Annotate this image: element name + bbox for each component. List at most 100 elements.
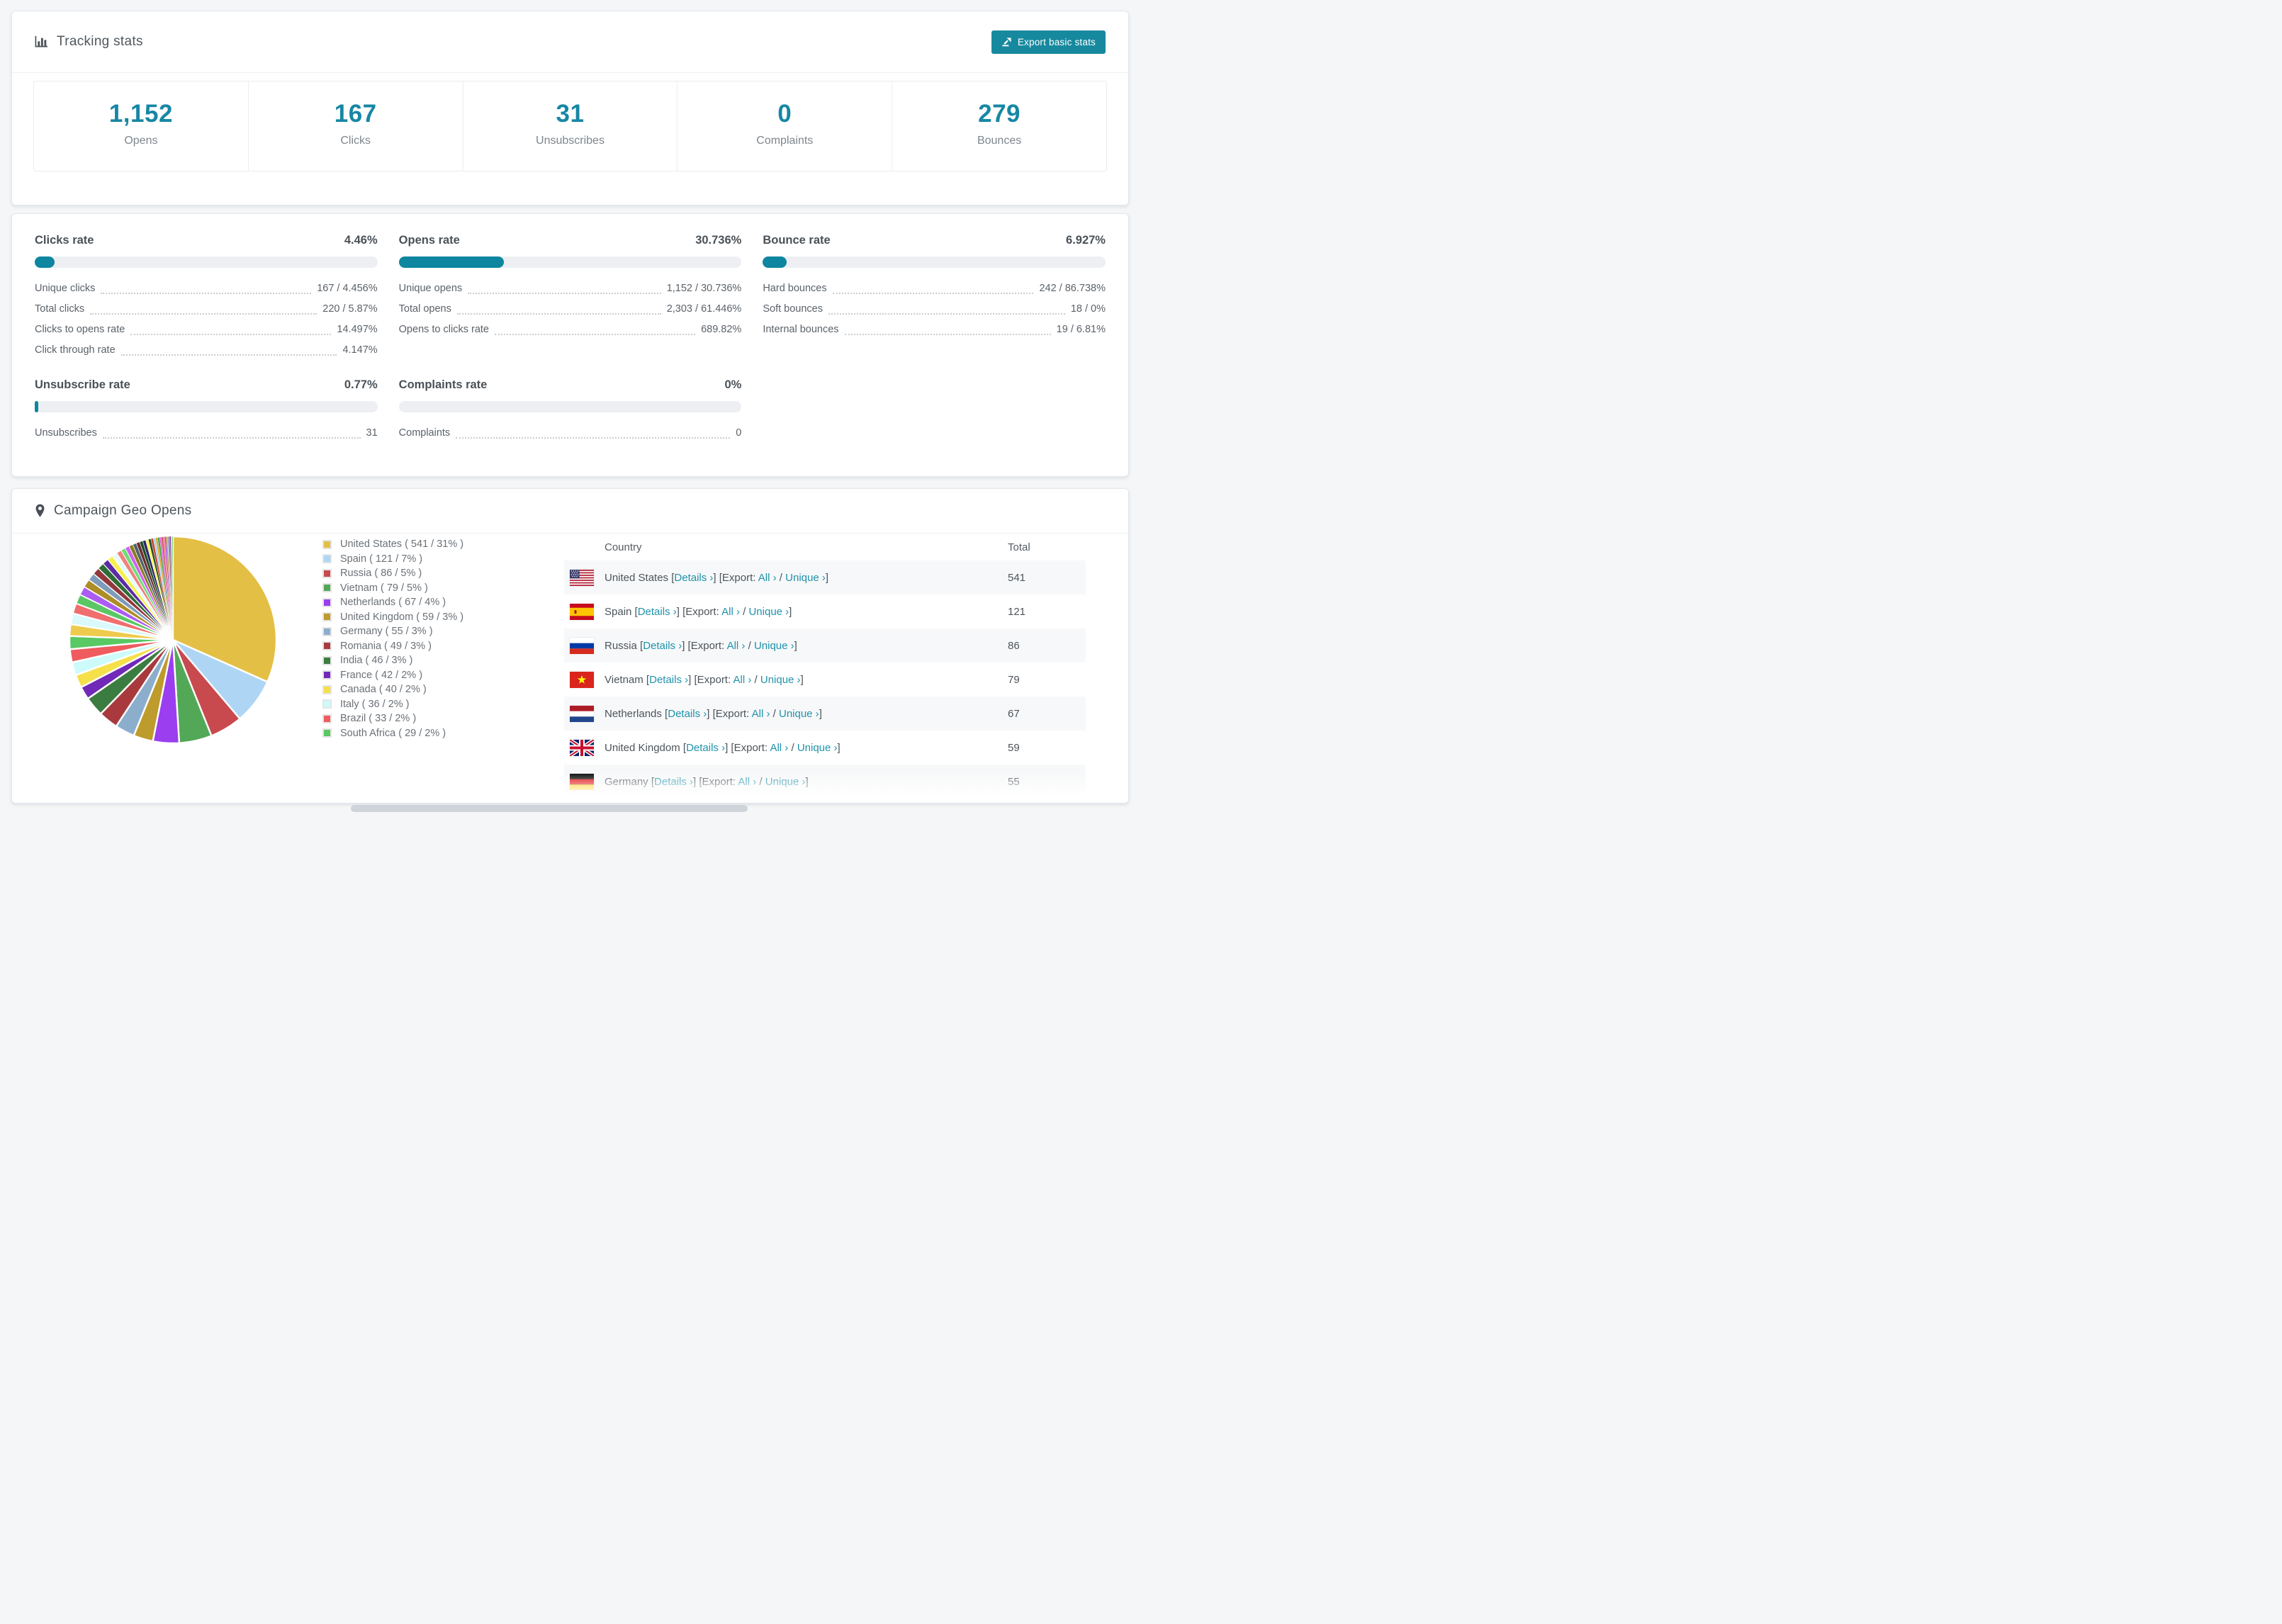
export-unique-link[interactable]: Unique › — [753, 639, 794, 652]
rate-block-complaints-rate: Complaints rate 0% Complaints 0 — [398, 378, 742, 443]
detail-label: Clicks to opens rate — [35, 323, 125, 335]
bracket-text: / — [745, 639, 754, 652]
detail-row: Click through rate 4.147% — [35, 339, 378, 360]
vn-flag-icon — [570, 671, 594, 688]
detail-row: Total opens 2,303 / 61.446% — [399, 298, 742, 319]
export-all-link[interactable]: All › — [726, 639, 746, 652]
table-row-gb: United Kingdom [Details ›] [Export: All … — [564, 731, 1086, 765]
rate-detail-rows: Complaints 0 — [398, 422, 741, 443]
table-row-es: Spain [Details ›] [Export: All › / Uniqu… — [564, 594, 1086, 628]
detail-row: Clicks to opens rate 14.497% — [35, 319, 378, 339]
horizontal-scrollbar-thumb[interactable] — [351, 805, 748, 812]
rate-block-head: Unsubscribe rate 0.77% — [35, 378, 378, 392]
rate-block-opens-rate: Opens rate 30.736% Unique opens 1,152 / 30.… — [398, 234, 742, 360]
bracket-text: [ — [636, 639, 643, 652]
legend-item: Romania ( 49 / 3% ) — [322, 639, 463, 654]
legend-label: Vietnam ( 79 / 5% ) — [340, 582, 428, 594]
bracket-text: ] [Export: — [676, 605, 722, 618]
country-name: Netherlands — [605, 707, 662, 720]
rate-progress-bar — [763, 256, 1106, 268]
details-link[interactable]: Details › — [668, 707, 707, 720]
stat-label: Complaints — [756, 135, 814, 147]
legend-swatch — [322, 626, 332, 636]
rate-progress-fill — [763, 256, 787, 268]
detail-label: Complaints — [398, 427, 451, 439]
export-unique-link[interactable]: Unique › — [778, 707, 819, 720]
detail-row: Internal bounces 19 / 6.81% — [763, 319, 1106, 339]
rate-progress-bar — [35, 256, 378, 268]
details-link[interactable]: Details › — [686, 741, 726, 754]
detail-value: 14.497% — [337, 323, 378, 335]
stat-value: 279 — [978, 100, 1021, 128]
legend-item: France ( 42 / 2% ) — [322, 668, 463, 683]
country-cell: United States [Details ›] [Export: All ›… — [605, 572, 1008, 584]
details-link[interactable]: Details › — [654, 775, 694, 788]
export-button-label: Export basic stats — [1017, 36, 1096, 47]
rate-block-head: Opens rate 30.736% — [399, 234, 742, 247]
details-link[interactable]: Details › — [637, 605, 677, 618]
export-unique-link[interactable]: Unique › — [785, 571, 826, 584]
detail-label: Internal bounces — [763, 323, 839, 335]
rate-progress-bar — [398, 401, 742, 412]
map-pin-icon — [35, 504, 45, 518]
legend-label: United Kingdom ( 59 / 3% ) — [340, 611, 464, 623]
country-name: Vietnam — [605, 673, 643, 686]
bracket-text: [ — [661, 707, 668, 720]
details-link[interactable]: Details › — [643, 639, 682, 652]
stat-value: 1,152 — [108, 100, 173, 128]
details-link[interactable]: Details › — [649, 673, 689, 686]
dotted-leader — [102, 437, 361, 439]
bracket-text: ] — [789, 605, 792, 618]
rate-detail-rows: Unique opens 1,152 / 30.736% Total opens 2,… — [399, 278, 742, 339]
rate-progress-bar — [35, 401, 378, 412]
rate-block-bounce-rate: Bounce rate 6.927% Hard bounces 242 / 86.73… — [763, 234, 1106, 360]
pie-slice — [172, 535, 278, 683]
legend-swatch — [322, 597, 332, 607]
details-link[interactable]: Details › — [674, 571, 714, 584]
rate-block-unsubscribe-rate: Unsubscribe rate 0.77% Unsubscribes 31 — [35, 378, 378, 443]
rate-title: Bounce rate — [763, 234, 831, 247]
legend-swatch — [322, 684, 332, 694]
detail-value: 2,303 / 61.446% — [666, 303, 742, 315]
export-unique-link[interactable]: Unique › — [765, 775, 806, 788]
detail-value: 689.82% — [701, 323, 742, 335]
bracket-text: ] — [837, 741, 841, 754]
bracket-text: / — [788, 741, 797, 754]
export-all-link[interactable]: All › — [758, 571, 777, 584]
bracket-text: ] [Export: — [693, 775, 738, 788]
export-all-link[interactable]: All › — [733, 673, 752, 686]
legend-label: Germany ( 55 / 3% ) — [340, 626, 433, 638]
legend-item: Brazil ( 33 / 2% ) — [322, 711, 463, 726]
country-name: Germany — [605, 775, 648, 788]
export-all-link[interactable]: All › — [770, 741, 789, 754]
export-unique-link[interactable]: Unique › — [797, 741, 838, 754]
ru-flag-icon — [570, 637, 594, 654]
country-name: United States — [605, 571, 669, 584]
rate-title: Unsubscribe rate — [35, 378, 130, 391]
legend-item: Germany ( 55 / 3% ) — [322, 624, 463, 639]
geo-pie-chart — [67, 534, 279, 746]
rates-card: Clicks rate 4.46% Unique clicks 167 / 4.456… — [11, 213, 1129, 477]
country-cell: Russia [Details ›] [Export: All › / Uniq… — [605, 640, 1008, 652]
dotted-leader — [90, 313, 317, 315]
detail-label: Unique clicks — [35, 282, 96, 294]
stats-strip: 1,152 Opens 167 Clicks 31 Unsubscribes 0 Compla… — [33, 81, 1107, 171]
country-cell: Germany [Details ›] [Export: All › / Uni… — [605, 776, 1008, 788]
legend-label: France ( 42 / 2% ) — [340, 669, 423, 681]
detail-label: Unsubscribes — [35, 427, 97, 439]
export-basic-stats-button[interactable]: Export basic stats — [991, 30, 1106, 54]
detail-value: 242 / 86.738% — [1039, 282, 1106, 294]
export-unique-link[interactable]: Unique › — [760, 673, 801, 686]
bracket-text: [ — [643, 673, 650, 686]
stat-box-complaints: 0 Complaints — [678, 81, 893, 171]
detail-value: 1,152 / 30.736% — [666, 282, 742, 294]
legend-label: Brazil ( 33 / 2% ) — [340, 713, 417, 725]
export-all-link[interactable]: All › — [721, 605, 740, 618]
export-unique-link[interactable]: Unique › — [748, 605, 789, 618]
table-row-nl: Netherlands [Details ›] [Export: All › /… — [564, 697, 1086, 731]
export-all-link[interactable]: All › — [738, 775, 757, 788]
export-all-link[interactable]: All › — [751, 707, 770, 720]
tracking-stats-card: Tracking stats Export basic stats 1,152 O… — [11, 11, 1129, 205]
geo-legend: United States ( 541 / 31% ) Spain ( 121 /… — [322, 537, 463, 740]
detail-row: Unsubscribes 31 — [35, 422, 378, 443]
